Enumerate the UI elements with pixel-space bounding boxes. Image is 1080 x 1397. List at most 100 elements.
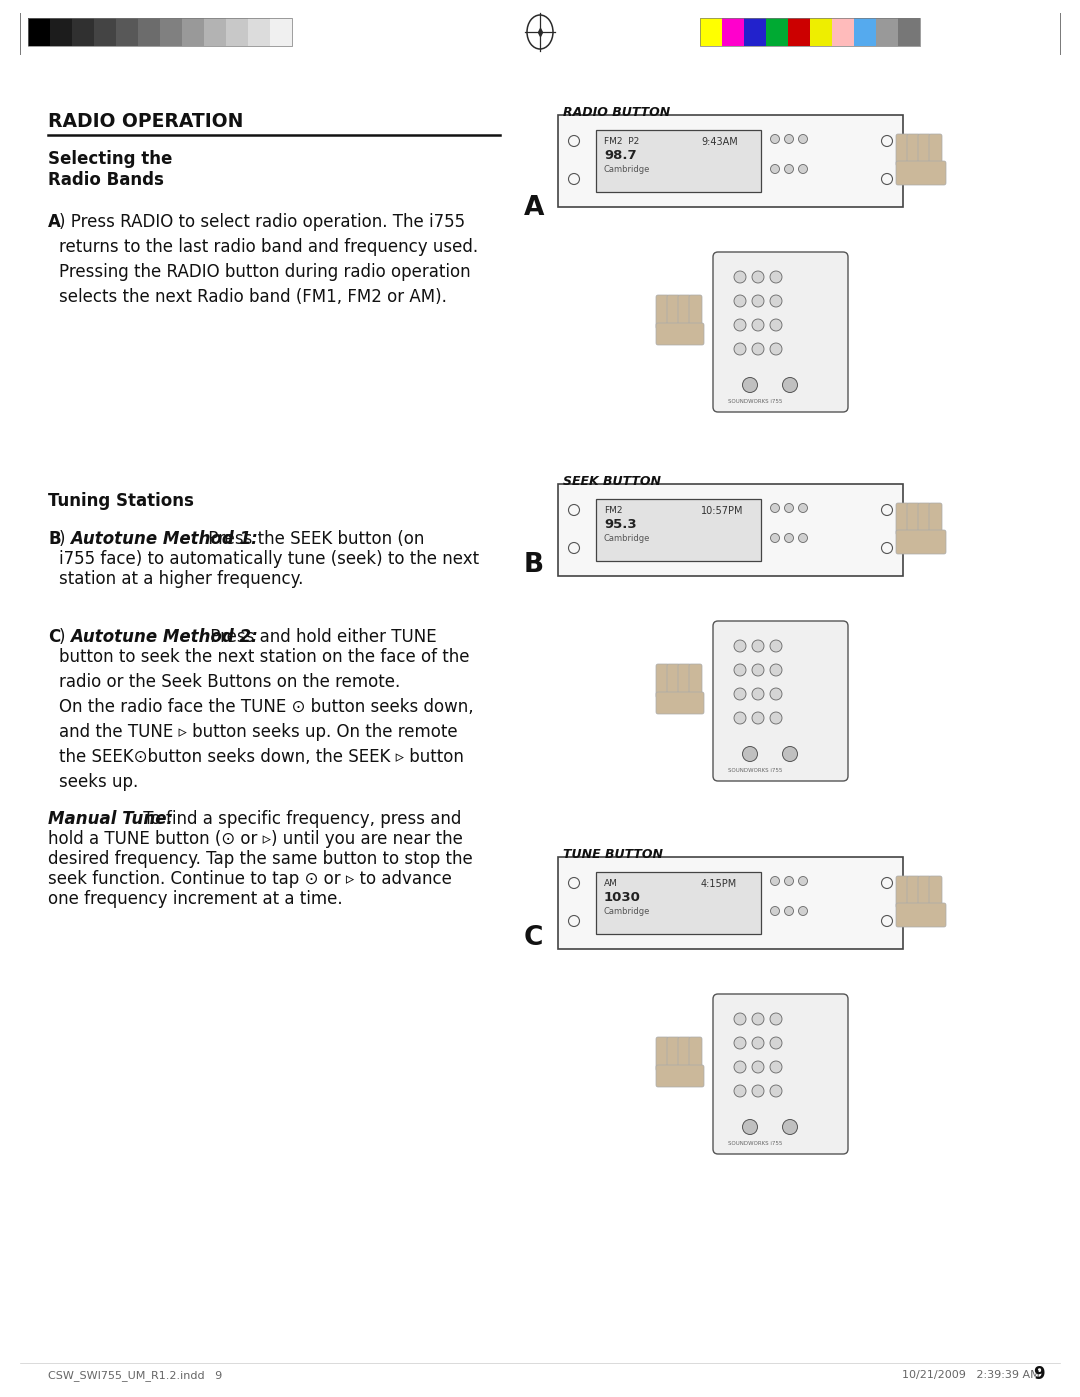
Text: Cambridge: Cambridge [604,165,650,175]
Bar [723,18,744,46]
Bar [810,18,832,46]
Ellipse shape [770,712,782,724]
Bar [138,18,160,46]
FancyBboxPatch shape [656,692,704,714]
Ellipse shape [783,1119,797,1134]
Ellipse shape [770,295,782,307]
FancyBboxPatch shape [656,1065,704,1087]
Bar [596,872,761,935]
Text: To find a specific frequency, press and: To find a specific frequency, press and [138,810,461,828]
Text: 9:43AM: 9:43AM [701,137,738,147]
Text: B: B [524,552,544,578]
Text: 98.7: 98.7 [604,149,636,162]
Text: SOUNDWORKS i755: SOUNDWORKS i755 [728,1141,782,1146]
FancyBboxPatch shape [689,295,702,330]
FancyBboxPatch shape [656,664,669,698]
Text: one frequency increment at a time.: one frequency increment at a time. [48,890,342,908]
Ellipse shape [784,134,794,144]
Bar [744,18,766,46]
Text: RADIO BUTTON: RADIO BUTTON [563,106,671,119]
Ellipse shape [734,1037,746,1049]
FancyBboxPatch shape [713,995,848,1154]
FancyBboxPatch shape [929,503,942,535]
Text: Manual Tune:: Manual Tune: [48,810,173,828]
Ellipse shape [734,712,746,724]
FancyBboxPatch shape [929,134,942,166]
Ellipse shape [734,295,746,307]
FancyBboxPatch shape [656,323,704,345]
Bar [226,18,248,46]
Ellipse shape [770,344,782,355]
Ellipse shape [752,319,764,331]
Ellipse shape [784,534,794,542]
Bar [558,483,903,576]
FancyBboxPatch shape [918,503,931,535]
FancyBboxPatch shape [667,664,680,698]
Ellipse shape [734,687,746,700]
Text: Press the SEEK button (on: Press the SEEK button (on [203,529,424,548]
Ellipse shape [734,1085,746,1097]
Text: A: A [524,196,544,221]
Text: Autotune Method 1:: Autotune Method 1: [70,529,258,548]
Text: 9: 9 [1034,1365,1045,1383]
Ellipse shape [734,640,746,652]
Bar [160,18,183,46]
FancyBboxPatch shape [907,876,920,908]
FancyBboxPatch shape [929,876,942,908]
Ellipse shape [798,165,808,173]
Ellipse shape [783,746,797,761]
FancyBboxPatch shape [656,295,669,330]
Ellipse shape [752,1037,764,1049]
Text: 10/21/2009   2:39:39 AM: 10/21/2009 2:39:39 AM [902,1370,1040,1380]
Ellipse shape [770,1060,782,1073]
FancyBboxPatch shape [667,1037,680,1071]
Ellipse shape [752,295,764,307]
Bar [700,18,920,46]
Text: ): ) [59,629,71,645]
Bar [596,499,761,562]
Ellipse shape [770,687,782,700]
Ellipse shape [743,746,757,761]
Text: A: A [48,212,60,231]
FancyBboxPatch shape [907,503,920,535]
Bar [183,18,204,46]
Ellipse shape [770,640,782,652]
FancyBboxPatch shape [678,1037,691,1071]
Ellipse shape [770,664,782,676]
FancyBboxPatch shape [896,503,909,535]
Ellipse shape [770,319,782,331]
Text: Tuning Stations: Tuning Stations [48,492,194,510]
Ellipse shape [752,1060,764,1073]
Text: button to seek the next station on the face of the
radio or the Seek Buttons on : button to seek the next station on the f… [59,648,474,791]
Ellipse shape [770,1013,782,1025]
FancyBboxPatch shape [656,1037,669,1071]
FancyBboxPatch shape [907,134,920,166]
Ellipse shape [770,271,782,284]
Bar [204,18,226,46]
Text: 1030: 1030 [604,891,640,904]
FancyBboxPatch shape [896,902,946,928]
Ellipse shape [798,534,808,542]
Bar [788,18,810,46]
Ellipse shape [752,1085,764,1097]
FancyBboxPatch shape [918,134,931,166]
Ellipse shape [734,344,746,355]
Text: 95.3: 95.3 [604,518,636,531]
Bar [700,18,723,46]
Ellipse shape [734,1060,746,1073]
Ellipse shape [798,503,808,513]
Ellipse shape [784,907,794,915]
Ellipse shape [798,876,808,886]
Ellipse shape [770,503,780,513]
Ellipse shape [743,377,757,393]
FancyBboxPatch shape [667,295,680,330]
Ellipse shape [770,907,780,915]
Ellipse shape [734,664,746,676]
Ellipse shape [752,271,764,284]
Bar [28,18,50,46]
Ellipse shape [784,503,794,513]
FancyBboxPatch shape [713,251,848,412]
FancyBboxPatch shape [918,876,931,908]
Ellipse shape [770,134,780,144]
Ellipse shape [798,907,808,915]
